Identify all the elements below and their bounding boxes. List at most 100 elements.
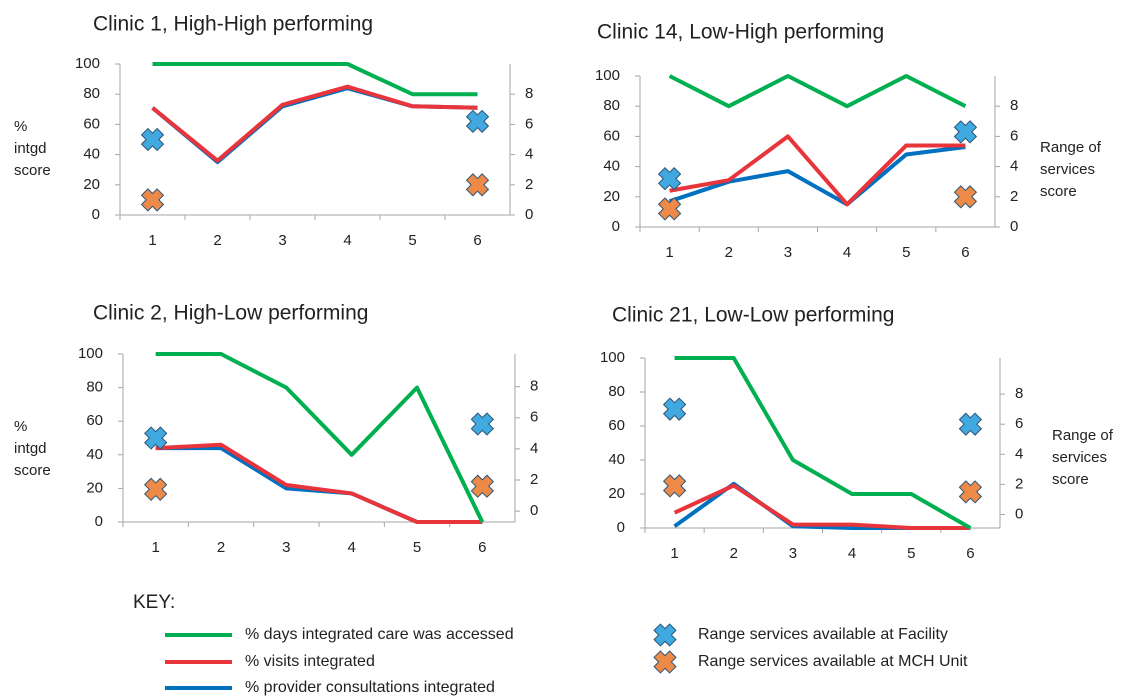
legend-label: Range services available at MCH Unit — [698, 653, 968, 670]
series-line — [674, 356, 972, 530]
x-tick-label: 5 — [408, 232, 416, 249]
marker — [143, 426, 168, 450]
key-title: KEY: — [133, 592, 175, 613]
y2-tick-label: 0 — [1015, 505, 1023, 522]
x-tick-label: 3 — [282, 539, 290, 556]
x-tick-label: 2 — [730, 545, 738, 562]
marker — [470, 412, 495, 436]
x-tick-label: 3 — [278, 232, 286, 249]
y-tick-label: 0 — [617, 519, 625, 536]
y-tick-label: 80 — [86, 379, 103, 396]
x-tick-label: 4 — [343, 232, 351, 249]
y-tick-label: 60 — [86, 412, 103, 429]
y2-tick-label: 0 — [1010, 218, 1018, 235]
x-tick-label: 1 — [665, 244, 673, 261]
y-tick-label: 0 — [95, 513, 103, 530]
legend-swatch — [653, 623, 677, 647]
x-tick-label: 6 — [966, 545, 974, 562]
x-tick-label: 5 — [907, 545, 915, 562]
series-line — [155, 352, 485, 523]
x-tick-label: 1 — [148, 232, 156, 249]
series-line — [151, 84, 478, 163]
series-line — [669, 134, 966, 207]
y2-tick-label: 8 — [530, 378, 538, 395]
series-line — [155, 442, 483, 524]
y-axis-label: % intgd score — [14, 418, 51, 479]
x-tick-label: 6 — [473, 232, 481, 249]
chart-title: Clinic 1, High-High performing — [93, 13, 373, 36]
y2-tick-label: 8 — [525, 85, 533, 102]
y2-tick-label: 8 — [1015, 385, 1023, 402]
series-line — [668, 74, 967, 109]
y-tick-label: 40 — [83, 146, 100, 163]
marker — [465, 109, 490, 134]
y-tick-label: 20 — [603, 188, 620, 205]
y2-tick-label: 4 — [1010, 158, 1018, 175]
y2-tick-label: 4 — [525, 146, 533, 163]
series-line — [673, 483, 971, 530]
x-tick-label: 6 — [478, 539, 486, 556]
marker — [140, 188, 165, 212]
chart-title: Clinic 21, Low-Low performing — [612, 304, 894, 327]
marker — [140, 127, 165, 152]
y-tick-label: 20 — [608, 485, 625, 502]
x-tick-label: 5 — [413, 539, 421, 556]
y2-axis-label: Range of services score — [1040, 139, 1101, 200]
marker — [662, 474, 687, 498]
y-tick-label: 0 — [92, 206, 100, 223]
x-tick-label: 4 — [347, 539, 355, 556]
x-tick-label: 4 — [848, 545, 856, 562]
y-tick-label: 80 — [83, 85, 100, 102]
y2-tick-label: 6 — [1010, 127, 1018, 144]
y-tick-label: 0 — [612, 218, 620, 235]
y2-tick-label: 2 — [1015, 475, 1023, 492]
y-tick-label: 60 — [608, 417, 625, 434]
legend-label: % provider consultations integrated — [245, 679, 495, 696]
marker — [953, 120, 978, 144]
y2-tick-label: 2 — [525, 176, 533, 193]
y-tick-label: 40 — [86, 446, 103, 463]
x-tick-label: 3 — [784, 244, 792, 261]
y-tick-label: 60 — [83, 115, 100, 132]
y-tick-label: 20 — [86, 479, 103, 496]
x-tick-label: 1 — [151, 539, 159, 556]
marker — [958, 480, 983, 504]
y2-tick-label: 6 — [1015, 415, 1023, 432]
marker — [657, 197, 682, 221]
y2-tick-label: 4 — [1015, 445, 1023, 462]
marker — [143, 477, 168, 502]
series-line — [668, 144, 966, 207]
x-tick-label: 1 — [670, 545, 678, 562]
y-tick-label: 100 — [75, 55, 100, 72]
y-tick-label: 20 — [83, 176, 100, 193]
y2-tick-label: 2 — [1010, 188, 1018, 205]
x-tick-label: 6 — [961, 244, 969, 261]
x-tick-label: 3 — [789, 545, 797, 562]
y-tick-label: 100 — [595, 67, 620, 84]
y2-tick-label: 0 — [525, 206, 533, 223]
series-line — [152, 62, 478, 97]
y-tick-label: 100 — [78, 345, 103, 362]
y2-tick-label: 6 — [530, 409, 538, 426]
y-tick-label: 100 — [600, 349, 625, 366]
chart-title: Clinic 2, High-Low performing — [93, 302, 368, 325]
y-axis-label: % intgd score — [14, 118, 51, 179]
marker — [953, 185, 978, 209]
x-tick-label: 4 — [843, 244, 851, 261]
marker — [470, 474, 495, 498]
chart-title: Clinic 14, Low-High performing — [597, 21, 884, 44]
y-tick-label: 40 — [603, 158, 620, 175]
marker — [657, 167, 682, 191]
y2-tick-label: 2 — [530, 471, 538, 488]
series-line — [151, 86, 478, 165]
marker — [662, 397, 687, 421]
y2-axis-label: Range of services score — [1052, 427, 1113, 488]
x-tick-label: 2 — [725, 244, 733, 261]
x-tick-label: 5 — [902, 244, 910, 261]
series-line — [155, 446, 483, 524]
y-tick-label: 60 — [603, 127, 620, 144]
legend-label: Range services available at Facility — [698, 626, 948, 643]
marker — [958, 412, 983, 436]
marker — [465, 173, 490, 197]
